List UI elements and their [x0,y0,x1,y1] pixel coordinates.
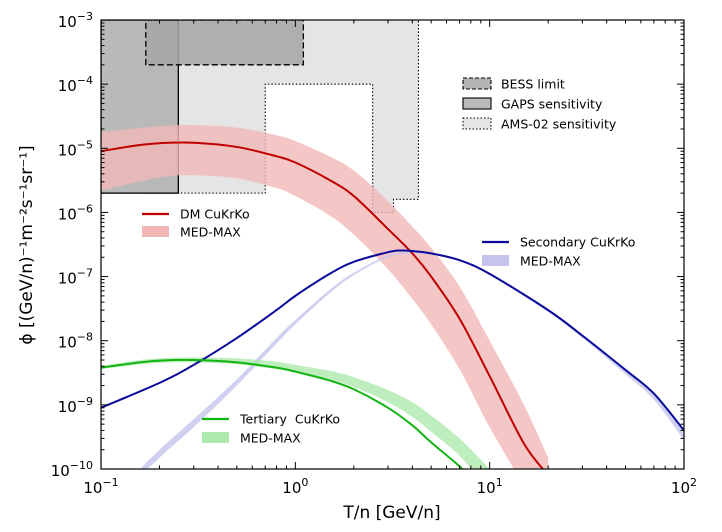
legend-label: Tertiary CuKrKo [239,412,340,427]
tick-label: 102 [671,476,697,497]
tick-label: 10−3 [58,10,93,31]
limit-regions [101,20,419,213]
legend-label: GAPS sensitivity [501,97,603,112]
tick-label: 100 [282,476,308,497]
axis-ticks [100,19,685,470]
legend-swatch-med-max [142,226,169,237]
legend-swatch-ams-02-sensitivity [462,117,492,130]
tick-label: 10−7 [58,267,93,288]
uncertainty-bands [101,125,684,469]
legend-middle-right: Secondary CuKrKo MED-MAX [482,235,635,269]
line-dm-cukrko [101,141,545,469]
legend-swatch-gaps-sensitivity [462,97,492,110]
tick-label: 101 [477,476,503,497]
legend-swatch-med-max [202,432,229,443]
region-ams-02-sensitivity [145,20,419,213]
legend-label: MED-MAX [180,225,241,240]
legend-bottom-left: Tertiary CuKrKo MED-MAX [202,412,340,446]
legend-label: DM CuKrKo [180,207,250,222]
tick-labels: 10−1 100 101 102 10−10 10−9 10−8 10−7 10−6 10−5 10… [51,10,697,497]
legend-top-right: BESS limit GAPS sensitivity AMS-02 sensiti… [462,77,617,132]
flux-curves [101,141,684,469]
legend-label: AMS-02 sensitivity [501,117,617,132]
line-secondary-cukrko [101,249,684,432]
y-axis-label: ϕ [(GeV/n)⁻¹m⁻²s⁻¹sr⁻¹] [17,145,37,344]
region-bess-limit [145,20,305,66]
x-axis-label: T/n [GeV/n] [342,503,440,523]
legend-swatch-med-max [482,255,509,266]
plot-frame [100,19,685,470]
legend-swatch-bess-limit [462,77,492,90]
band-med-max-1 [101,125,549,469]
tick-label: 10−5 [58,138,93,159]
band-med-max-5 [101,357,490,469]
legend-middle-left: DM CuKrKo MED-MAX [142,207,250,240]
tick-label: 10−1 [83,476,118,497]
legend-label: Secondary CuKrKo [520,235,635,250]
legend-label: MED-MAX [520,254,581,269]
tick-label: 10−4 [58,74,93,95]
line-tertiary-cukrko [101,358,464,469]
legend-label: BESS limit [501,77,565,92]
tick-label: 10−10 [51,459,93,480]
tick-label: 10−6 [58,202,93,223]
tick-label: 10−9 [58,395,93,416]
tick-label: 10−8 [58,331,93,352]
band-med-max-3 [140,251,684,469]
legends: BESS limit GAPS sensitivity AMS-02 sensiti… [142,77,635,446]
legend-label: MED-MAX [240,431,301,446]
